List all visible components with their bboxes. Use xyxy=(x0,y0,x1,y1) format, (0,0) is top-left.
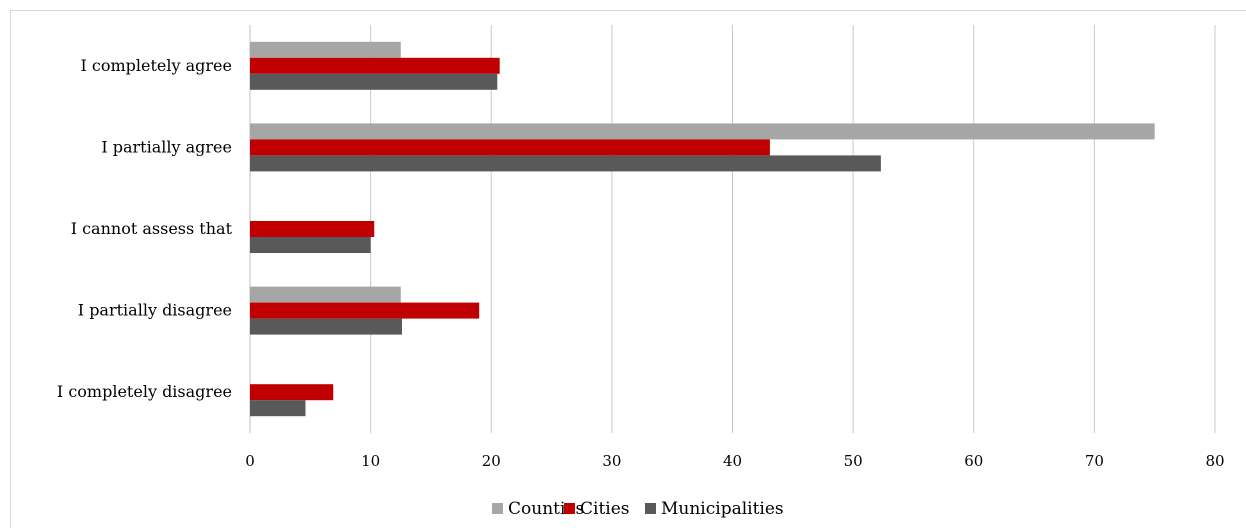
x-tick-label: 20 xyxy=(482,452,501,470)
legend-label: Municipalities xyxy=(661,499,784,519)
x-tick-label: 70 xyxy=(1085,452,1104,470)
category-label: I completely agree xyxy=(80,56,232,75)
x-tick-labels: 0 10 20 30 40 50 60 70 80 xyxy=(245,452,1224,470)
bar-cities xyxy=(250,384,334,401)
category-labels: I completely agree I partially agree I can… xyxy=(57,56,233,401)
bar-municipalities xyxy=(250,237,371,253)
x-tick-label: 80 xyxy=(1205,452,1224,470)
bar-municipalities xyxy=(250,155,881,172)
category-label: I partially agree xyxy=(101,137,232,156)
bar-municipalities xyxy=(250,400,306,417)
bar-counties xyxy=(250,286,401,303)
bar-cities xyxy=(250,221,375,237)
legend-swatch xyxy=(645,503,656,514)
category-label: I partially disagree xyxy=(78,301,232,320)
bar-counties xyxy=(250,123,1155,140)
x-tick-label: 40 xyxy=(723,452,742,470)
legend-swatch xyxy=(564,503,575,514)
bars xyxy=(250,41,1155,417)
bar-municipalities xyxy=(250,73,498,90)
x-tick-label: 50 xyxy=(844,452,863,470)
category-label: I cannot assess that xyxy=(71,219,233,238)
legend-label: Cities xyxy=(580,499,630,519)
x-tick-label: 0 xyxy=(245,452,255,470)
x-tick-label: 30 xyxy=(602,452,621,470)
bar-cities xyxy=(250,302,480,319)
bar-cities xyxy=(250,139,770,156)
bar-municipalities xyxy=(250,318,402,335)
bar-cities xyxy=(250,57,500,74)
x-tick-label: 60 xyxy=(964,452,983,470)
x-tick-label: 10 xyxy=(361,452,380,470)
chart-frame xyxy=(10,10,1246,528)
legend-swatch xyxy=(492,503,503,514)
bar-counties xyxy=(250,41,401,58)
category-label: I completely disagree xyxy=(57,382,232,401)
